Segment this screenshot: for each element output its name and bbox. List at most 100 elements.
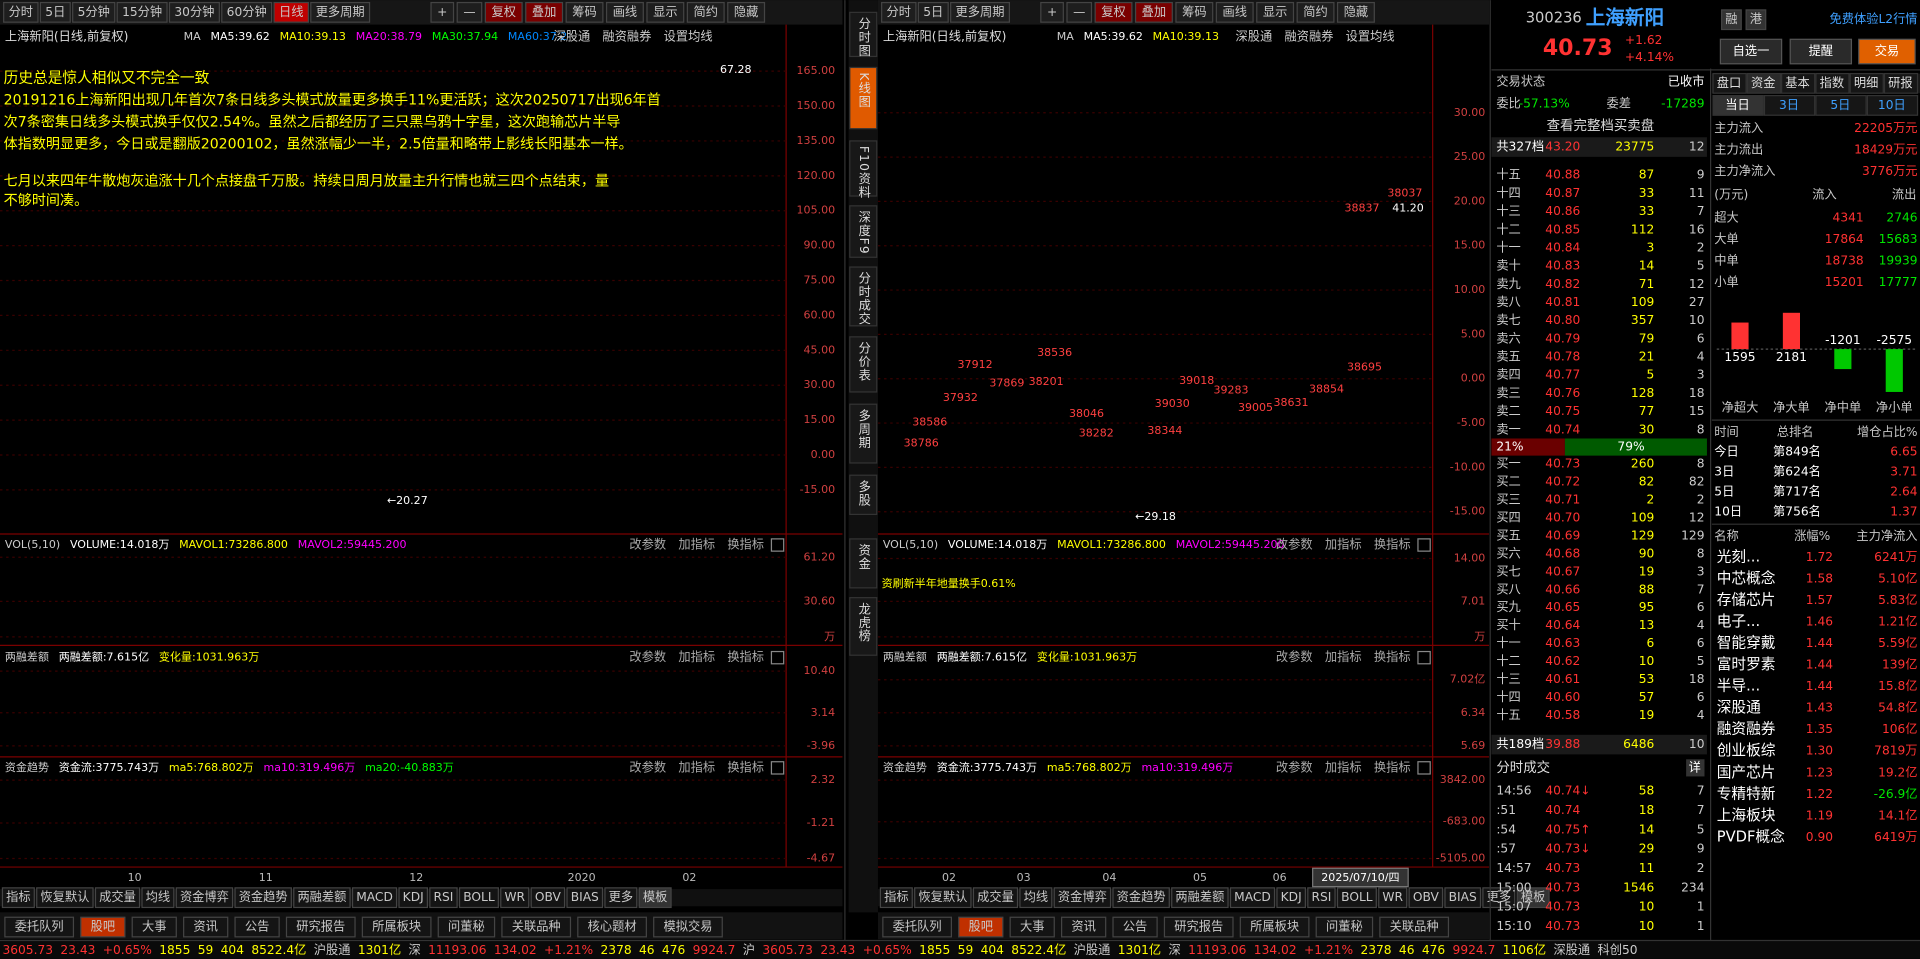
tool-button[interactable]: 叠加 bbox=[532, 5, 556, 19]
indicator-tab[interactable]: RSI bbox=[1311, 890, 1331, 904]
period-tab[interactable]: 日线 bbox=[279, 5, 303, 19]
tab[interactable] bbox=[577, 916, 647, 938]
tab[interactable] bbox=[234, 887, 292, 909]
tab[interactable] bbox=[273, 1, 309, 23]
tab[interactable] bbox=[1315, 916, 1374, 938]
tab[interactable]: 研报 bbox=[1888, 75, 1912, 90]
tab[interactable] bbox=[80, 916, 126, 938]
side-tab-label[interactable]: 分时成交 bbox=[857, 272, 871, 326]
indicator-tab[interactable]: 资金博弈 bbox=[1058, 889, 1107, 904]
indicator-tab[interactable]: OBV bbox=[1413, 890, 1440, 904]
tab[interactable] bbox=[437, 916, 496, 938]
tab[interactable] bbox=[3, 1, 39, 23]
tab[interactable]: 10日 bbox=[1878, 98, 1906, 112]
period-tab[interactable]: 分时 bbox=[9, 5, 33, 19]
tab[interactable] bbox=[39, 1, 71, 23]
panel-tool[interactable]: 换指标 bbox=[1374, 537, 1411, 552]
tab[interactable]: 5日 bbox=[1830, 98, 1850, 112]
panel-tool[interactable]: 换指标 bbox=[1374, 759, 1411, 774]
tab[interactable] bbox=[530, 887, 566, 909]
indicator-tab[interactable]: 恢复默认 bbox=[40, 889, 89, 904]
tab[interactable] bbox=[972, 887, 1019, 909]
bottom-tab[interactable]: 关联品种 bbox=[512, 920, 561, 934]
tab[interactable] bbox=[565, 1, 604, 23]
tab[interactable] bbox=[881, 1, 917, 23]
tab[interactable] bbox=[351, 887, 398, 909]
tab[interactable]: 当日 bbox=[1725, 98, 1749, 112]
tab[interactable] bbox=[1112, 887, 1170, 909]
indicator-tab[interactable]: 两融差额 bbox=[1175, 890, 1224, 904]
indicator-tab[interactable]: MACD bbox=[356, 890, 393, 904]
link[interactable]: 融资融券 bbox=[1284, 28, 1333, 43]
tab[interactable] bbox=[1721, 9, 1742, 31]
side-tab-label[interactable]: 分时图 bbox=[857, 17, 871, 58]
tab[interactable] bbox=[183, 916, 229, 938]
tab[interactable]: 盘口 bbox=[1717, 75, 1741, 90]
tool-button[interactable]: 筹码 bbox=[1182, 5, 1206, 19]
tab[interactable] bbox=[566, 887, 604, 909]
indicator-tab[interactable]: BOLL bbox=[463, 890, 495, 904]
side-tab-label[interactable]: K线图 bbox=[857, 72, 871, 108]
tab[interactable] bbox=[1215, 1, 1254, 23]
tab[interactable] bbox=[914, 887, 972, 909]
tab[interactable] bbox=[293, 887, 351, 909]
tab[interactable]: 基本 bbox=[1785, 76, 1809, 90]
tool-button[interactable]: 画线 bbox=[1222, 5, 1246, 19]
panel-tool[interactable]: 换指标 bbox=[727, 759, 764, 774]
indicator-tab[interactable]: 模板 bbox=[643, 890, 667, 904]
label[interactable]: 查看完整档买卖盘 bbox=[1547, 117, 1655, 134]
indicator-tab[interactable]: OBV bbox=[535, 890, 562, 904]
tab[interactable]: 资金 bbox=[1751, 75, 1775, 90]
tool-button[interactable]: 简约 bbox=[1303, 4, 1327, 19]
period-tab[interactable]: 更多周期 bbox=[956, 5, 1005, 19]
bottom-tab[interactable]: 资讯 bbox=[1071, 920, 1095, 934]
tab[interactable] bbox=[1053, 887, 1112, 909]
panel-tool[interactable]: 加指标 bbox=[1325, 759, 1362, 774]
indicator-tab[interactable]: 指标 bbox=[884, 889, 908, 904]
tab[interactable] bbox=[1171, 887, 1229, 909]
bottom-tab[interactable]: 关联品种 bbox=[1390, 920, 1439, 934]
tab[interactable] bbox=[285, 916, 356, 938]
tab[interactable] bbox=[1296, 1, 1335, 23]
panel-tool[interactable]: 换指标 bbox=[1374, 649, 1411, 664]
tab[interactable] bbox=[1482, 887, 1516, 909]
indicator-tab[interactable]: 更多 bbox=[609, 890, 633, 904]
bottom-tab[interactable]: 问董秘 bbox=[448, 920, 485, 934]
period-tab[interactable]: 分时 bbox=[887, 5, 911, 19]
indicator-tab[interactable]: BIAS bbox=[571, 890, 599, 904]
indicator-tab[interactable]: 资金趋势 bbox=[1117, 889, 1166, 904]
tab[interactable] bbox=[1019, 887, 1053, 909]
panel-tool[interactable]: 加指标 bbox=[678, 759, 715, 774]
indicator-tab[interactable]: 指标 bbox=[6, 889, 30, 904]
tab[interactable] bbox=[1336, 887, 1377, 909]
bottom-tab[interactable]: 委托队列 bbox=[15, 919, 64, 934]
bottom-tab[interactable]: 研究报告 bbox=[1174, 919, 1223, 934]
period-tab[interactable]: 15分钟 bbox=[122, 4, 162, 19]
tab[interactable] bbox=[1745, 9, 1767, 31]
bottom-tab[interactable]: 研究报告 bbox=[296, 919, 345, 934]
tool-button[interactable]: 显示 bbox=[1263, 5, 1287, 19]
indicator-tab[interactable]: KDJ bbox=[403, 890, 424, 904]
tab[interactable] bbox=[1175, 1, 1214, 23]
button[interactable]: 提醒 bbox=[1809, 43, 1833, 58]
tool-button[interactable]: 叠加 bbox=[1142, 5, 1166, 19]
bottom-tab[interactable]: 委托队列 bbox=[893, 919, 942, 934]
tab[interactable] bbox=[1516, 887, 1550, 909]
tab[interactable] bbox=[525, 1, 564, 23]
tab[interactable] bbox=[500, 887, 530, 909]
tab[interactable] bbox=[398, 887, 429, 909]
bottom-tab[interactable]: 所属板块 bbox=[1250, 920, 1299, 934]
bottom-tab[interactable]: 问董秘 bbox=[1326, 920, 1363, 934]
tab[interactable] bbox=[917, 1, 949, 23]
tab[interactable] bbox=[175, 887, 234, 909]
bottom-tab[interactable]: 股吧 bbox=[969, 920, 993, 934]
tab[interactable] bbox=[72, 1, 116, 23]
button[interactable]: 自选一 bbox=[1733, 44, 1770, 58]
tab[interactable]: 3日 bbox=[1779, 98, 1799, 112]
indicator-tab[interactable]: 成交量 bbox=[977, 889, 1014, 904]
period-tab[interactable]: 5日 bbox=[45, 5, 65, 19]
tab[interactable] bbox=[168, 1, 220, 23]
tab[interactable] bbox=[727, 1, 766, 23]
tab[interactable] bbox=[638, 887, 672, 909]
tab[interactable] bbox=[653, 916, 723, 938]
